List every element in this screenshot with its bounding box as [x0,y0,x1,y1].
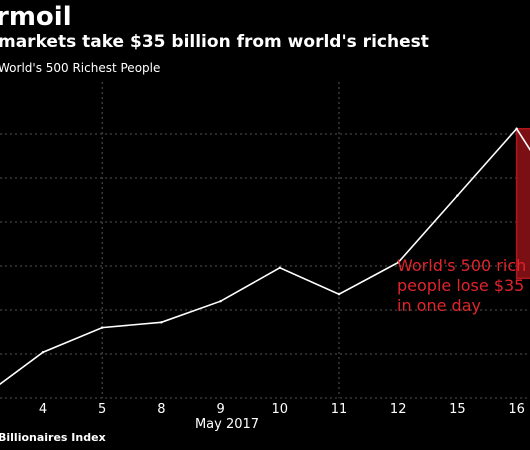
data-point-4 [41,351,45,354]
x-tick-label-15: 15 [449,402,466,417]
data-point-15 [456,194,459,197]
x-tick-label-4: 4 [39,402,47,417]
data-point-5 [101,326,104,329]
data-point-16 [515,127,518,130]
x-tick-label-16: 16 [508,402,525,417]
x-tick-label-5: 5 [98,402,106,417]
chart-title: rmoil [0,2,72,32]
chart-subtitle: markets take $35 billion from world's ri… [0,32,429,52]
x-tick-label-8: 8 [157,402,165,417]
source-note: Billionaires Index [0,431,106,444]
x-tick-label-12: 12 [390,402,407,417]
series-caption: World's 500 Richest People [0,61,161,75]
data-point-9 [219,300,222,303]
data-point-8 [160,321,163,324]
x-axis-label: May 2017 [195,417,259,432]
annotation-line-2: in one day [397,296,481,315]
x-tick-label-9: 9 [216,402,224,417]
x-tick-label-11: 11 [331,402,348,417]
annotation-line-1: people lose $35 [397,276,524,295]
annotation-line-0: World's 500 rich [397,256,526,275]
highlight-band [515,127,530,280]
data-point-10 [278,266,281,269]
data-point-11 [337,292,341,296]
x-tick-label-10: 10 [272,402,289,417]
data-point-12 [397,261,400,264]
